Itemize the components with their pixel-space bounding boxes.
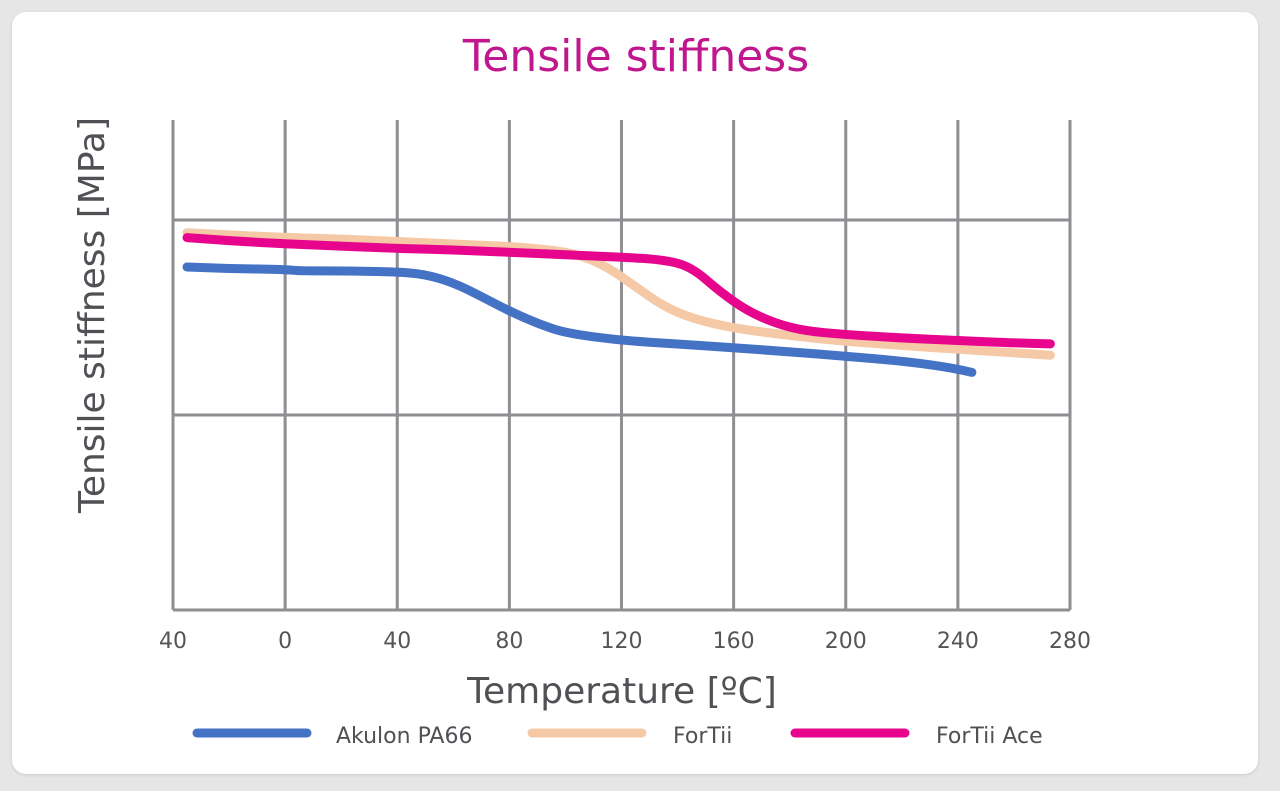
- series-line-akulon: [182, 262, 977, 377]
- series-layer: [182, 228, 1055, 377]
- legend: Akulon PA66 ForTii ForTii Ace: [192, 724, 1043, 749]
- x-tick-label: 0: [278, 629, 292, 654]
- x-tick-label: 120: [601, 629, 643, 654]
- series-line-fortii: [182, 228, 1055, 360]
- legend-label: ForTii: [673, 724, 732, 749]
- x-tick-label: 160: [713, 629, 755, 654]
- x-axis-ticks: 40 0 40 80 120 160 200 240 280: [159, 629, 1091, 654]
- x-tick-label: 240: [937, 629, 979, 654]
- x-axis-label: Temperature [ºC]: [466, 671, 777, 712]
- legend-label: Akulon PA66: [336, 724, 472, 749]
- series-line-fortii-ace: [182, 233, 1055, 349]
- x-tick-label: 200: [825, 629, 867, 654]
- x-tick-label: 40: [383, 629, 411, 654]
- grid: [171, 120, 1072, 612]
- y-axis-label: Tensile stiffness [MPa]: [72, 117, 113, 514]
- legend-label: ForTii Ace: [936, 724, 1043, 749]
- chart-title: Tensile stiffness: [462, 31, 809, 82]
- x-tick-label: 280: [1049, 629, 1091, 654]
- x-tick-label: 40: [159, 629, 187, 654]
- x-tick-label: 80: [495, 629, 523, 654]
- chart-card: [12, 12, 1258, 774]
